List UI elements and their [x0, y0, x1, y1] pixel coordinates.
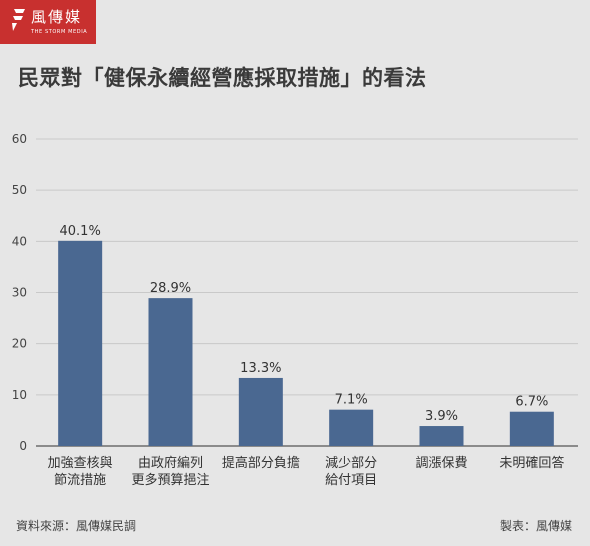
bar [329, 409, 374, 446]
x-tick-label: 更多預算挹注 [131, 472, 209, 488]
bar [509, 411, 554, 446]
data-label: 3.9% [425, 409, 458, 424]
bar [419, 426, 464, 446]
brand-logo: 風傳媒 THE STORM MEDIA [0, 0, 96, 44]
data-label: 40.1% [60, 224, 101, 239]
chart-title: 民眾對「健保永續經營應採取措施」的看法 [18, 66, 427, 90]
brand-name: 風傳媒 [31, 8, 83, 26]
x-tick-label: 加強查核與 [48, 456, 113, 471]
x-tick-label: 提高部分負擔 [222, 455, 300, 471]
y-tick-label: 10 [12, 388, 27, 402]
storm-media-logo-icon [12, 9, 25, 31]
x-tick-label: 節流措施 [54, 473, 106, 488]
bar [148, 298, 193, 446]
brand-tagline: THE STORM MEDIA [31, 29, 88, 35]
x-tick-label: 未明確回答 [499, 455, 564, 471]
data-label: 13.3% [240, 361, 281, 376]
y-tick-label: 60 [12, 132, 27, 146]
x-tick-label: 調漲保費 [415, 456, 467, 471]
bar [58, 240, 103, 446]
y-tick-label: 50 [12, 183, 27, 197]
producer-note: 製表：風傳媒 [499, 519, 572, 533]
y-tick-label: 40 [12, 234, 27, 248]
bar [238, 377, 283, 446]
x-tick-label: 減少部分 [325, 455, 377, 471]
data-label: 7.1% [335, 393, 368, 408]
data-label: 6.7% [515, 395, 548, 410]
y-tick-label: 0 [19, 439, 27, 453]
y-tick-label: 20 [12, 337, 27, 351]
x-tick-label: 由政府編列 [138, 455, 203, 471]
y-tick-label: 30 [12, 286, 27, 300]
x-tick-label: 給付項目 [325, 473, 377, 488]
source-note: 資料來源：風傳媒民調 [16, 519, 137, 533]
data-label: 28.9% [150, 281, 191, 296]
